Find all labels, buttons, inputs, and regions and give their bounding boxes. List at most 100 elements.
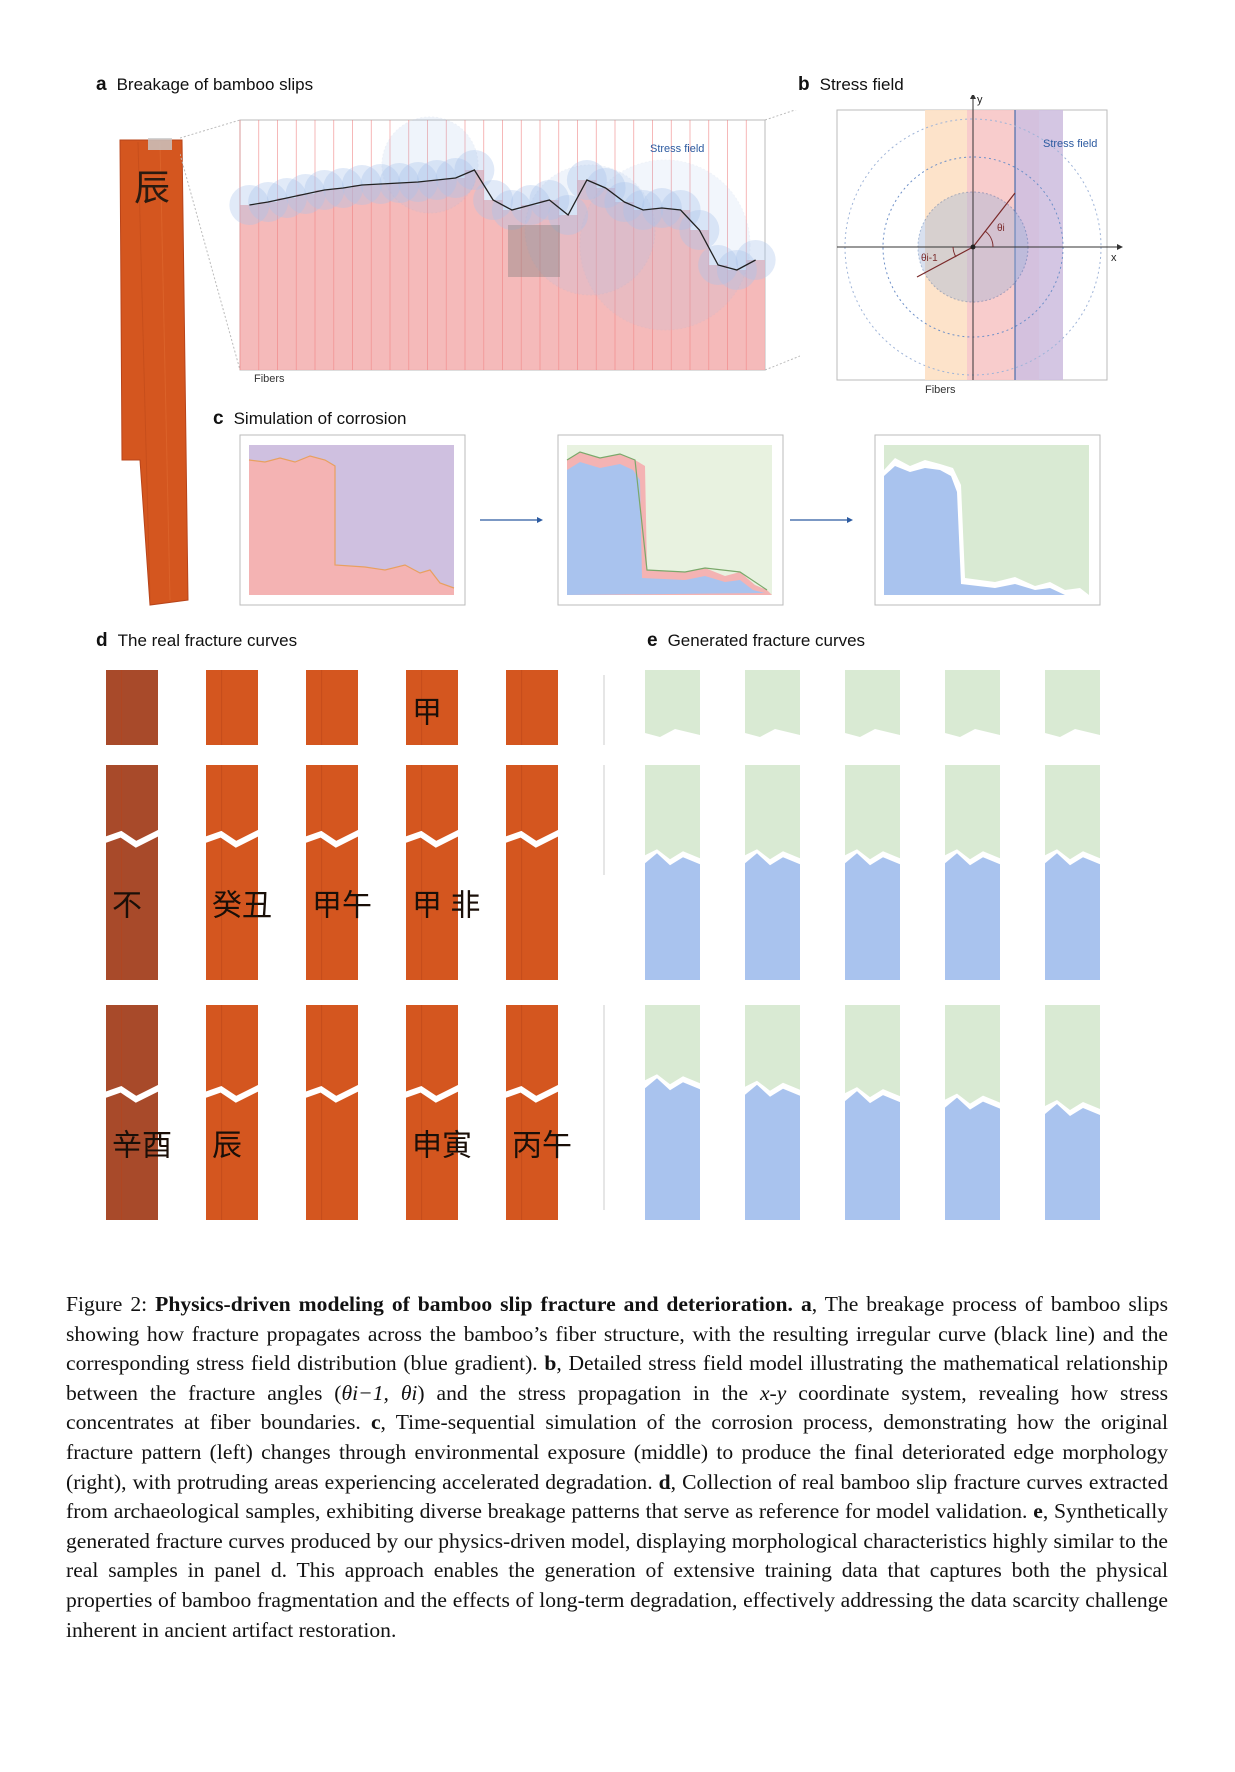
real-slip xyxy=(106,670,158,745)
real-slip xyxy=(306,670,358,745)
theta-prev-label: θi-1 xyxy=(921,253,938,264)
generated-blue xyxy=(845,1091,900,1220)
axis-y-label: y xyxy=(977,95,983,106)
caption-d-text: , Collection of real bamboo slip fractur… xyxy=(66,1469,1168,1524)
fracture-gap xyxy=(203,829,262,848)
fiber-bar xyxy=(633,210,653,370)
caption-d-label: d xyxy=(658,1469,671,1494)
panel-c-simulation xyxy=(239,434,1101,606)
fiber-bar xyxy=(521,205,540,370)
slip-glyph: 甲午 xyxy=(312,890,372,923)
generated-blue xyxy=(645,1078,700,1220)
slip-glyph: 甲 xyxy=(412,697,442,730)
fiber-bar xyxy=(408,182,428,370)
fiber-bar xyxy=(296,194,315,370)
axis-x-label: x xyxy=(1111,252,1117,264)
panel-c-label: c Simulation of corrosion xyxy=(213,408,407,429)
fracture-gap xyxy=(203,1084,262,1103)
slip-glyph: 辛酉 xyxy=(112,1130,172,1163)
fiber-bar xyxy=(465,170,484,370)
fiber-bar xyxy=(615,202,634,370)
real-slip xyxy=(406,765,458,980)
stress-circle xyxy=(735,240,776,280)
generated-blue xyxy=(745,1084,800,1220)
fiber-bar xyxy=(671,210,690,370)
fracture-gap xyxy=(303,1084,362,1103)
fiber-bar xyxy=(390,183,409,370)
generated-blue xyxy=(945,1097,1000,1220)
slip-glyph: 癸丑 xyxy=(212,890,272,923)
slip-glyph: 甲 非 xyxy=(412,890,480,923)
fiber-bar xyxy=(596,188,615,370)
panel-a-graph: Stress field Fibers xyxy=(180,110,800,385)
caption-b-text-2: ) and the stress propagation in the xyxy=(417,1380,760,1405)
fracture-gap xyxy=(403,1084,462,1103)
caption-b-text-3: coordinate system, revealing how stress … xyxy=(66,1380,1168,1435)
fracture-line xyxy=(249,169,756,271)
panel-a-label: a Breakage of bamboo slips xyxy=(96,74,314,95)
panel-d-label: d The real fracture curves xyxy=(96,630,298,651)
fracture-gap xyxy=(503,1084,562,1103)
generated-blue xyxy=(1045,1104,1100,1220)
caption-e-text: , Synthetically generated fracture curve… xyxy=(66,1499,1168,1642)
fiber-bar xyxy=(427,180,447,370)
fiber-bar xyxy=(333,188,353,370)
caption-title: Physics-driven modeling of bamboo slip f… xyxy=(155,1292,793,1316)
caption-c-text: , Time-sequential simulation of the corr… xyxy=(66,1410,1168,1494)
fiber-bar xyxy=(240,205,259,370)
real-slip xyxy=(206,1005,258,1220)
caption-b-text-1: , Detailed stress field model illustrati… xyxy=(66,1351,1168,1405)
fiber-bar xyxy=(277,198,297,370)
generated-blue xyxy=(645,853,700,980)
fracture-gap xyxy=(103,829,162,848)
fiber-bar xyxy=(558,215,578,370)
caption-c-label: c xyxy=(370,1410,381,1435)
fiber-bar xyxy=(746,260,765,370)
real-slips: 甲不 癸丑 甲午 甲 非辛酉 辰 申寅 丙午 xyxy=(103,670,605,1220)
real-slip xyxy=(206,765,258,980)
real-slip xyxy=(406,1005,458,1220)
fiber-bar xyxy=(315,190,334,370)
generated-blue xyxy=(945,853,1000,980)
panel-d-grid: 甲不 癸丑 甲午 甲 非辛酉 辰 申寅 丙午 xyxy=(96,665,616,1225)
fiber-bar xyxy=(446,178,465,370)
slip-glyph: 不 xyxy=(112,890,142,923)
panel-b-label: b Stress field xyxy=(798,74,904,95)
generated-blue xyxy=(1045,853,1100,980)
fiber-bar xyxy=(540,200,559,370)
slip-glyph-a: 辰 xyxy=(134,167,170,208)
fiber-bar xyxy=(502,210,522,370)
panel-a-stress-label: Stress field xyxy=(650,143,704,155)
fiber-bar xyxy=(371,184,390,370)
panel-a-fibers-label: Fibers xyxy=(254,373,285,385)
panel-b-fibers-label: Fibers xyxy=(925,384,956,395)
fiber-bar xyxy=(652,208,672,370)
caption-b-label: b xyxy=(544,1351,557,1376)
caption-figure-label: Figure 2: xyxy=(66,1292,156,1316)
panel-e-label: e Generated fracture curves xyxy=(647,630,866,651)
caption-a-label: a xyxy=(800,1292,812,1316)
panel-e-grid xyxy=(645,665,1125,1225)
slip-glyph: 申寅 xyxy=(412,1130,472,1163)
real-slip xyxy=(106,1005,158,1220)
generated-blue xyxy=(845,853,900,980)
real-slip xyxy=(506,765,558,980)
fiber-bar xyxy=(708,265,728,370)
real-slip xyxy=(306,1005,358,1220)
caption-a-text: , The breakage process of bamboo slips s… xyxy=(66,1292,1168,1376)
real-slip xyxy=(506,1005,558,1220)
slip-glyph: 丙午 xyxy=(512,1130,572,1163)
generated-blue xyxy=(745,853,800,980)
fiber-bar xyxy=(690,230,709,370)
slip-glyph: 辰 xyxy=(212,1130,242,1163)
real-slip xyxy=(406,670,458,745)
figure-caption: Figure 2: Physics-driven modeling of bam… xyxy=(66,1290,1168,1645)
real-slip xyxy=(306,765,358,980)
caption-b-math: θi−1, θi xyxy=(341,1380,418,1405)
real-slip xyxy=(206,670,258,745)
fracture-gap xyxy=(403,829,462,848)
corrosion-step-3 xyxy=(874,434,1101,606)
real-slip xyxy=(106,765,158,980)
caption-b-coord: x-y xyxy=(759,1380,787,1405)
fiber-bar xyxy=(483,200,503,370)
